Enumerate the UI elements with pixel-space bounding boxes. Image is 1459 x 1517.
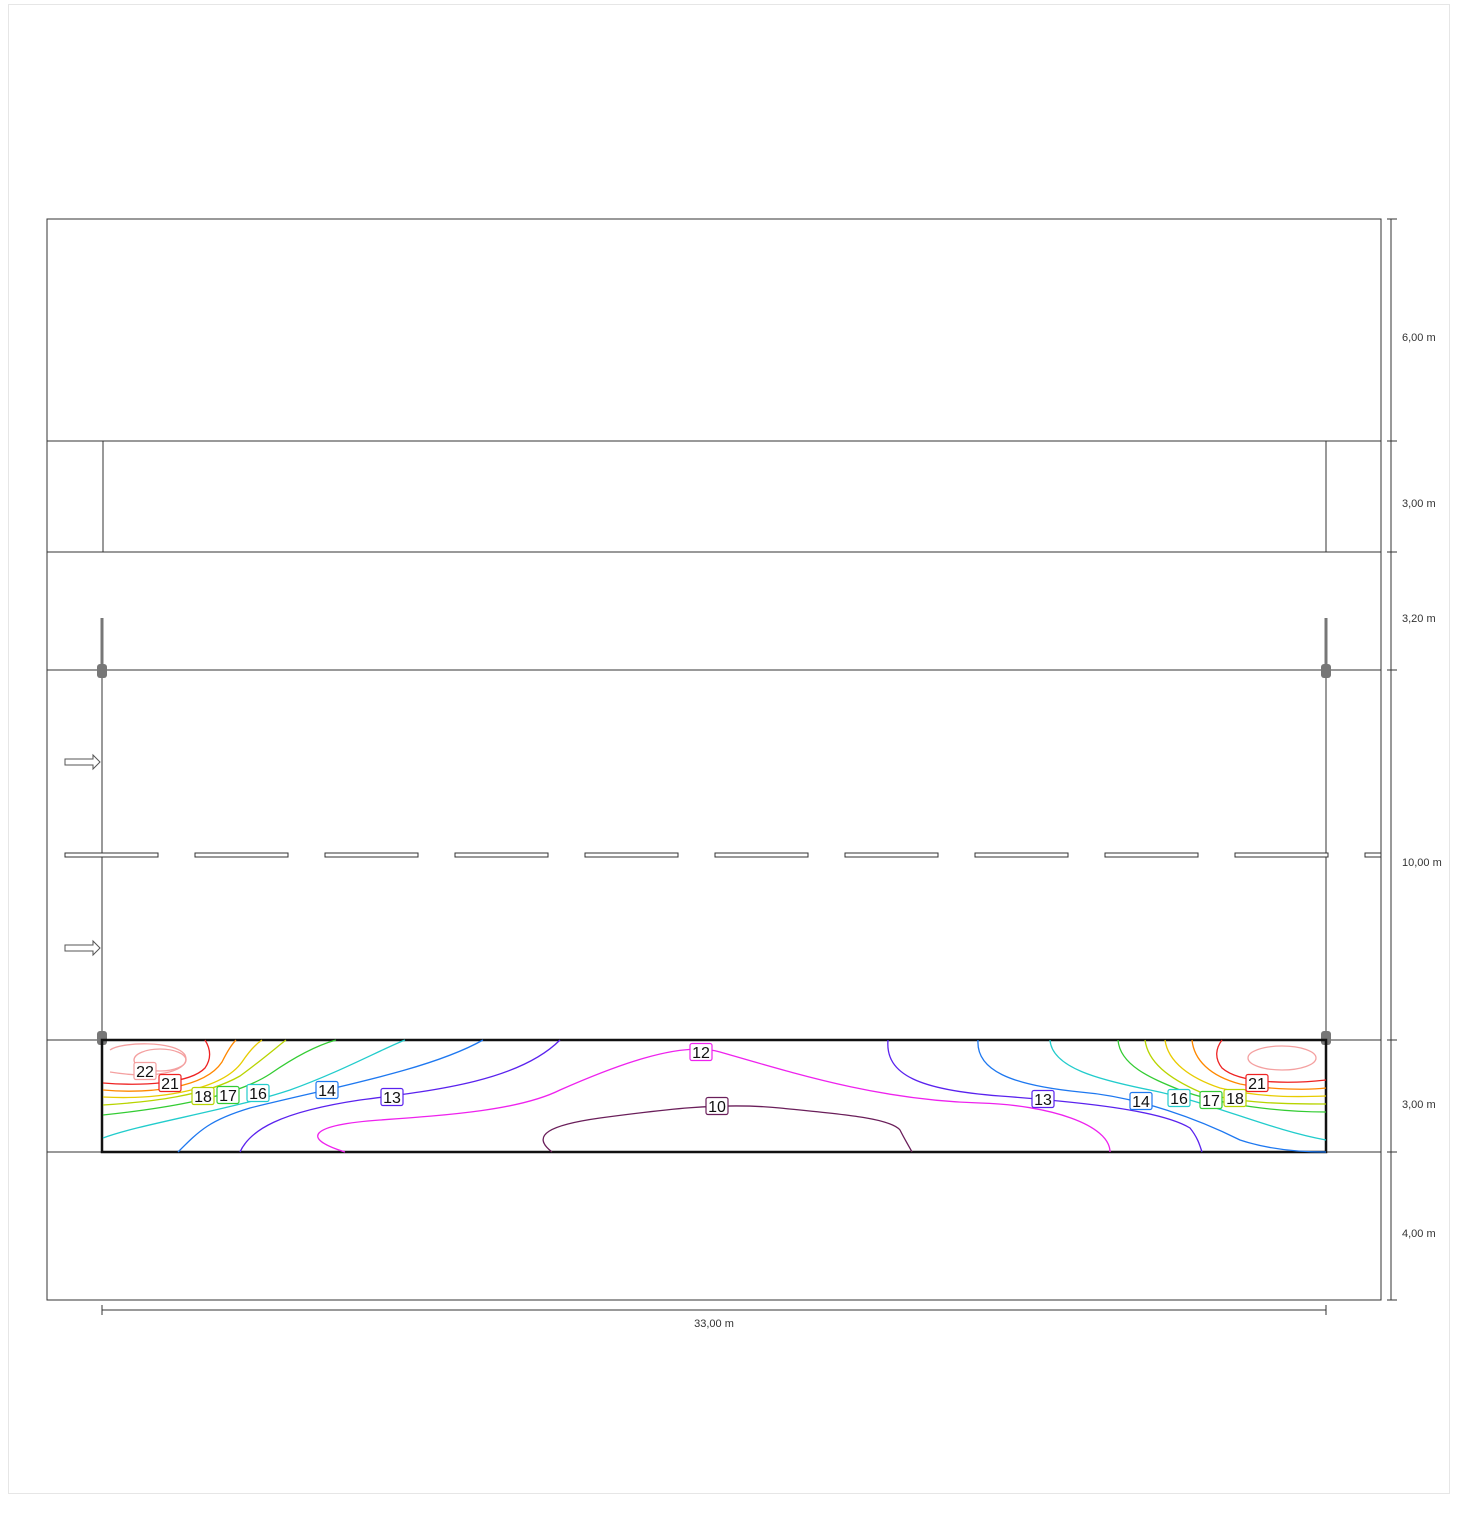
dim-label-1: 6,00 m xyxy=(1402,332,1436,344)
isoline-20-right xyxy=(1191,1039,1327,1090)
dim-label-2: 3,00 m xyxy=(1402,498,1436,510)
isoline-label: 21 xyxy=(1245,1073,1269,1093)
pole-right xyxy=(1321,618,1331,1045)
lane-dash xyxy=(974,852,1069,858)
isoline-label-text: 10 xyxy=(708,1099,726,1116)
isoline-label-text: 13 xyxy=(383,1090,401,1107)
drawing-sheet xyxy=(8,4,1450,1494)
isoline-label-text: 21 xyxy=(161,1076,179,1093)
isoline-label: 13 xyxy=(1031,1089,1055,1109)
zone-verge xyxy=(46,551,1382,671)
lane-dash xyxy=(324,852,419,858)
isoline-21-left xyxy=(102,1039,211,1085)
isoline-label: 12 xyxy=(689,1042,713,1062)
isoline-label-text: 14 xyxy=(318,1083,336,1100)
isoline-13-right xyxy=(887,1039,1203,1153)
dim-label-6: 4,00 m xyxy=(1402,1228,1436,1240)
isoline-label: 10 xyxy=(705,1096,729,1116)
isoline-label: 13 xyxy=(380,1087,404,1107)
isoline-label: 18 xyxy=(191,1086,215,1106)
isoline-label-text: 12 xyxy=(692,1045,710,1062)
isoline-label: 22 xyxy=(133,1061,157,1081)
vertical-dimension-chain xyxy=(1387,218,1397,1301)
dim-label-width: 33,00 m xyxy=(694,1318,734,1330)
isoline-13-left xyxy=(239,1039,561,1153)
lane-dash xyxy=(64,852,159,858)
isoline-14-right xyxy=(977,1039,1327,1153)
isoline-label: 17 xyxy=(216,1085,240,1105)
isoline-label-text: 18 xyxy=(194,1089,212,1106)
isoline-label: 17 xyxy=(1199,1090,1223,1110)
lane-dash xyxy=(844,852,939,858)
isoline-21-right xyxy=(1216,1039,1327,1083)
isoline-label-text: 16 xyxy=(1170,1091,1188,1108)
lane-dash xyxy=(454,852,549,858)
luminaire-icon xyxy=(97,1031,107,1045)
lane-marking-dashes xyxy=(64,852,1382,858)
isoline-label-text: 22 xyxy=(136,1064,154,1081)
isoline-18-left xyxy=(102,1039,287,1106)
isoline-label: 16 xyxy=(246,1083,270,1103)
isoline-label: 18 xyxy=(1223,1088,1247,1108)
dim-label-5: 3,00 m xyxy=(1402,1099,1436,1111)
isoline-label: 14 xyxy=(1129,1091,1153,1111)
isoline-16-left xyxy=(102,1039,406,1139)
isoline-label-text: 16 xyxy=(249,1086,267,1103)
isoline-19-left xyxy=(102,1039,263,1099)
pole-left xyxy=(97,618,107,1045)
lane-dash xyxy=(584,852,679,858)
zone-top xyxy=(46,218,1382,442)
isoline-label: 14 xyxy=(315,1080,339,1100)
isoline-16-right xyxy=(1049,1039,1327,1141)
isoline-22-right xyxy=(1247,1045,1317,1071)
lane-dash xyxy=(1364,852,1382,858)
luminaire-icon xyxy=(97,664,107,678)
zone-bottom xyxy=(46,1151,1382,1301)
luminaire-icon xyxy=(1321,1031,1331,1045)
sidewalk-inner-lines xyxy=(102,441,1327,552)
isoline-19-right xyxy=(1164,1039,1327,1098)
dim-label-4: 10,00 m xyxy=(1402,857,1442,869)
horizontal-dimension xyxy=(101,1305,1327,1315)
isoline-label-text: 21 xyxy=(1248,1076,1266,1093)
isoline-17-left xyxy=(102,1039,337,1116)
isoline-label-text: 18 xyxy=(1226,1091,1244,1108)
isoline-label-text: 17 xyxy=(1202,1093,1220,1110)
lane-dash xyxy=(714,852,809,858)
isoline-10 xyxy=(542,1105,913,1153)
arrow-right-icon xyxy=(64,753,101,771)
isoline-label-text: 17 xyxy=(219,1088,237,1105)
isoline-label-text: 13 xyxy=(1034,1092,1052,1109)
isoline-label: 16 xyxy=(1167,1088,1191,1108)
traffic-direction-arrows xyxy=(64,753,101,957)
lane-dash xyxy=(1104,852,1199,858)
zone-sidewalk xyxy=(46,440,1382,553)
isoline-12 xyxy=(317,1048,1111,1153)
isoline-20-left xyxy=(102,1039,237,1092)
isoline-14-left xyxy=(177,1039,484,1153)
isoline-label-text: 14 xyxy=(1132,1094,1150,1111)
lane-dash xyxy=(1234,852,1329,858)
luminaire-poles xyxy=(97,618,1331,1045)
zone-outlines xyxy=(46,218,1382,1301)
lane-dash xyxy=(194,852,289,858)
dim-label-3: 3,20 m xyxy=(1402,613,1436,625)
vertical-dimension-labels: 6,00 m 3,00 m 3,20 m 10,00 m 3,00 m 4,00… xyxy=(1402,332,1442,1240)
isoline-label: 21 xyxy=(158,1073,182,1093)
isolines xyxy=(102,1039,1327,1153)
arrow-right-icon xyxy=(64,939,101,957)
luminaire-icon xyxy=(1321,664,1331,678)
